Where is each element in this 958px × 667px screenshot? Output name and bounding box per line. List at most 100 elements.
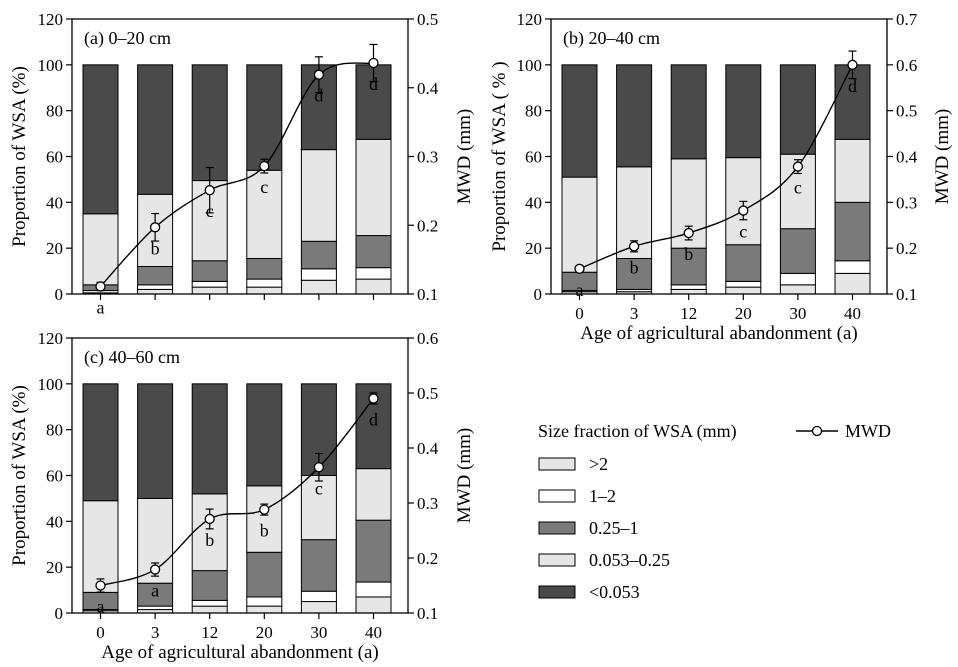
mwd-point-a-40 — [368, 57, 379, 69]
bar-a-30-gt2 — [300, 279, 337, 295]
ytick-label-c-120: 120 — [38, 329, 64, 348]
ytick-label-a-0: 0 — [55, 285, 64, 304]
ytick-label-b-100: 100 — [517, 56, 543, 75]
ytick-right-label-b-0.6: 0.6 — [896, 56, 917, 75]
bar-a-3-1-2 — [137, 284, 174, 290]
xtick-label-b-20: 20 — [735, 304, 752, 323]
mwd-point-a-20 — [259, 160, 270, 172]
xtick-label-b-3: 3 — [630, 304, 639, 323]
xtick-label-b-40: 40 — [844, 304, 861, 323]
ytick-right-label-c-0.6: 0.6 — [417, 329, 438, 348]
bar-a-20-gt2 — [246, 286, 283, 295]
mwd-point-b-30 — [792, 161, 804, 172]
bar-b-20-gt2 — [725, 286, 762, 295]
mwd-point-b-20 — [738, 205, 749, 216]
bar-c-12-gt2 — [191, 605, 228, 614]
bar-a-40-gt2 — [355, 278, 392, 295]
bar-b-30-025-1 — [779, 228, 816, 274]
ytick-right-label-a-0.1: 0.1 — [417, 285, 438, 304]
ytick-label-a-80: 80 — [46, 102, 63, 121]
bar-c-3-0053-025 — [137, 497, 174, 584]
bar-b-3-025-1 — [616, 257, 653, 290]
legend-mwd-marker — [811, 425, 823, 437]
xtick-label-b-30: 30 — [789, 304, 806, 323]
sig-letter-a-20: c — [260, 177, 268, 197]
bar-c-20-0053-025 — [246, 485, 283, 553]
ytick-right-label-b-0.1: 0.1 — [896, 285, 917, 304]
legend-swatch-gt2 — [538, 457, 576, 471]
bar-c-20-025-1 — [246, 551, 283, 598]
mwd-point-b-12 — [683, 227, 694, 239]
bar-a-20-0053-025 — [246, 169, 283, 259]
bar-a-20-025-1 — [246, 257, 283, 280]
bar-b-12-1-2 — [670, 284, 707, 290]
bars-a — [82, 64, 392, 295]
bar-a-20-lt0053 — [246, 64, 283, 171]
mwd-point-c-3 — [149, 564, 161, 575]
legend-label-025-1: 0.25–1 — [589, 518, 639, 538]
ytick-label-c-100: 100 — [38, 375, 64, 394]
bar-a-12-1-2 — [191, 280, 228, 288]
ytick-label-b-120: 120 — [517, 10, 543, 29]
bar-c-12-1-2 — [191, 599, 228, 607]
bar-b-3-lt0053 — [616, 64, 653, 168]
sig-letter-a-12: c — [206, 201, 214, 221]
bar-b-30-1-2 — [779, 272, 816, 286]
ytick-right-label-b-0.5: 0.5 — [896, 102, 917, 121]
mwd-point-c-30 — [313, 462, 325, 473]
bar-c-20-gt2 — [246, 605, 283, 614]
bars-b — [561, 64, 871, 295]
xtick-label-c-3: 3 — [151, 623, 160, 642]
xlabel-c: Age of agricultural abandonment (a) — [101, 642, 379, 663]
mwd-point-a-3 — [149, 222, 161, 233]
bar-c-30-gt2 — [300, 601, 337, 614]
sig-letter-a-3: b — [151, 238, 160, 258]
ytick-label-c-40: 40 — [46, 512, 63, 531]
bar-a-3-lt0053 — [137, 64, 174, 195]
sig-letter-b-0: a — [576, 280, 584, 300]
bar-b-20-1-2 — [725, 280, 762, 288]
ytick-label-c-20: 20 — [46, 558, 63, 577]
bar-c-30-1-2 — [300, 590, 337, 603]
legend-swatch-lt0053 — [538, 585, 576, 599]
bar-c-12-lt0053 — [191, 383, 228, 495]
ytick-right-label-c-0.5: 0.5 — [417, 384, 438, 403]
legend-swatch-1-2 — [538, 489, 576, 503]
xtick-label-b-12: 12 — [680, 304, 697, 323]
sig-letter-b-30: c — [794, 178, 802, 198]
bar-a-3-025-1 — [137, 266, 174, 286]
bar-c-40-1-2 — [355, 581, 392, 598]
ytick-label-b-80: 80 — [525, 102, 542, 121]
bar-c-0-lt0053 — [82, 383, 119, 502]
ytick-right-label-b-0.3: 0.3 — [896, 193, 917, 212]
xtick-label-c-30: 30 — [310, 623, 327, 642]
ytick-label-c-80: 80 — [46, 421, 63, 440]
bar-c-30-025-1 — [300, 539, 337, 592]
bar-a-0-0053-025 — [82, 213, 119, 286]
bar-b-40-0053-025 — [834, 138, 871, 203]
ylabel-right-b: MWD (mm) — [932, 109, 953, 205]
ytick-right-label-a-0.2: 0.2 — [417, 216, 438, 235]
legend-label-1-2: 1–2 — [589, 486, 616, 506]
ytick-label-c-0: 0 — [55, 604, 64, 623]
sig-letter-b-20: c — [739, 222, 747, 242]
bar-b-0-lt0053 — [561, 64, 598, 178]
sig-letter-c-0: a — [97, 597, 105, 617]
sig-letter-c-12: b — [205, 530, 214, 550]
bar-b-12-lt0053 — [670, 64, 707, 160]
bar-a-3-0053-025 — [137, 193, 174, 267]
ytick-label-b-0: 0 — [534, 285, 543, 304]
legend-swatch-0053-025 — [538, 553, 576, 567]
bar-a-30-025-1 — [300, 240, 337, 270]
bar-c-12-025-1 — [191, 570, 228, 601]
panel-label-c: (c) 40–60 cm — [84, 347, 180, 368]
xlabel-b: Age of agricultural abandonment (a) — [580, 323, 858, 344]
xtick-label-c-40: 40 — [365, 623, 382, 642]
legend-swatch-025-1 — [538, 521, 576, 535]
mwd-point-c-20 — [259, 504, 270, 515]
panel-c: 0 20 40 60 80 100 120 0.1 0.2 0.3 0.4 0.5 0.6 0 3 12 20 3… — [9, 329, 475, 663]
bar-b-20-lt0053 — [725, 64, 762, 159]
mwd-point-b-0 — [574, 263, 585, 274]
ytick-label-a-100: 100 — [38, 56, 64, 75]
xtick-label-c-20: 20 — [256, 623, 273, 642]
